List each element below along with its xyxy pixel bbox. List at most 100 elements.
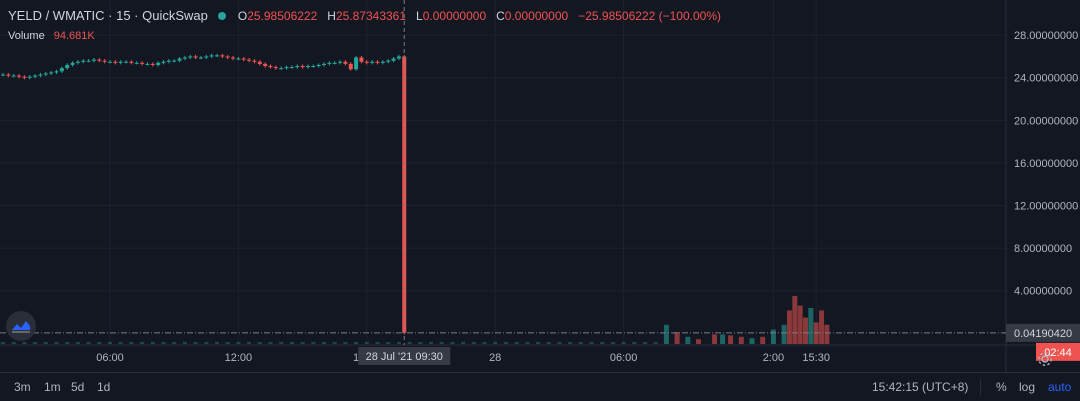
candle-body xyxy=(236,58,241,60)
candle-body xyxy=(327,62,332,64)
volume-bar xyxy=(204,342,209,344)
timeframe-5d-button[interactable]: 5d xyxy=(71,380,85,394)
settings-gear-icon[interactable] xyxy=(1036,350,1054,368)
volume-bar xyxy=(760,336,766,344)
volume-bar xyxy=(215,342,219,344)
time-tick-label: 15:30 xyxy=(802,352,830,364)
volume-bar xyxy=(182,342,187,344)
candle-body xyxy=(97,59,102,61)
volume-bar xyxy=(493,342,498,344)
volume-bar xyxy=(461,342,466,344)
timeframe-3m-button[interactable]: 3m xyxy=(14,380,31,394)
volume-bar xyxy=(140,342,145,344)
candle-body xyxy=(289,67,294,69)
price-tick-label: 8.00000000 xyxy=(1014,243,1072,255)
candle-body xyxy=(140,62,145,64)
candle-body xyxy=(17,75,22,77)
volume-bar xyxy=(364,342,369,344)
candle-body xyxy=(150,63,155,65)
price-tick-label: 4.00000000 xyxy=(1014,286,1072,298)
price-tick-label: 28.00000000 xyxy=(1014,30,1078,42)
volume-bar xyxy=(728,335,734,344)
volume-bar xyxy=(482,342,487,344)
current-price-tag xyxy=(1006,323,1080,342)
candle-body xyxy=(284,67,289,69)
candle-body xyxy=(54,71,59,73)
volume-bar xyxy=(525,342,530,344)
volume-bar xyxy=(568,342,573,344)
candle-body xyxy=(380,61,385,63)
volume-bar xyxy=(610,342,615,344)
volume-bar xyxy=(712,334,718,344)
candle-body xyxy=(6,74,11,76)
timeframe-1m-button[interactable]: 1m xyxy=(44,380,61,394)
volume-bar xyxy=(536,342,540,344)
volume-bar xyxy=(54,342,59,344)
candle-body xyxy=(156,62,161,65)
log-scale-toggle[interactable]: log xyxy=(1019,380,1036,394)
close-value: 0.00000000 xyxy=(504,8,569,23)
volume-bar xyxy=(808,308,814,344)
volume-bar xyxy=(546,342,551,344)
timeframe-1d-button[interactable]: 1d xyxy=(97,380,111,394)
candle-body xyxy=(43,73,48,75)
high-value: 25.87343361 xyxy=(335,8,407,23)
open-label: O xyxy=(237,8,248,23)
volume-legend[interactable]: Volume 94.681K xyxy=(8,30,95,42)
candle-body xyxy=(124,61,129,63)
volume-bar xyxy=(332,342,337,344)
volume-bar xyxy=(720,334,726,344)
tradingview-logo-icon[interactable] xyxy=(6,311,36,341)
volume-bar xyxy=(75,342,80,344)
volume-bar xyxy=(749,338,755,344)
candle-body xyxy=(359,57,364,62)
volume-bar xyxy=(589,342,594,344)
volume-bar xyxy=(343,342,348,344)
close-label: C xyxy=(496,8,505,23)
volume-bars xyxy=(1,296,830,344)
price-tick-label: 20.00000000 xyxy=(1014,115,1078,127)
candle-body xyxy=(348,63,353,70)
candle-body xyxy=(209,55,214,57)
volume-bar xyxy=(503,342,508,344)
candle-body xyxy=(220,55,225,57)
candle-body xyxy=(370,61,375,63)
volume-bar xyxy=(86,342,91,344)
volume-bar xyxy=(1,342,5,344)
candle-body xyxy=(364,61,369,63)
price-tick-label: 24.00000000 xyxy=(1014,73,1078,85)
candle-body xyxy=(338,61,343,63)
candle-body xyxy=(247,59,252,61)
chart-grid xyxy=(0,0,1006,345)
candle-body xyxy=(22,76,27,78)
candle-body xyxy=(257,61,262,64)
time-tick-label: 12:00 xyxy=(225,352,253,364)
volume-bar xyxy=(663,324,669,344)
clock-readout[interactable]: 15:42:15 (UTC+8) xyxy=(872,380,969,394)
candle-body xyxy=(279,68,284,70)
volume-bar xyxy=(354,342,359,344)
candle-body xyxy=(108,61,112,63)
volume-bar xyxy=(685,336,691,344)
candle-body xyxy=(161,61,166,63)
candle-body xyxy=(118,61,123,63)
volume-bar xyxy=(600,342,605,344)
auto-scale-toggle[interactable]: auto xyxy=(1048,380,1072,394)
candle-body xyxy=(134,62,139,64)
candle-body xyxy=(166,60,171,62)
volume-bar xyxy=(268,342,273,344)
candle-body xyxy=(193,56,198,58)
price-tick-label: 16.00000000 xyxy=(1014,158,1078,170)
volume-bar xyxy=(797,305,803,344)
candle-body xyxy=(295,66,300,68)
volume-bar xyxy=(172,342,177,344)
volume-bar xyxy=(696,339,701,344)
volume-bar xyxy=(386,342,391,344)
volume-bar xyxy=(311,342,316,344)
volume-bar xyxy=(161,342,166,344)
volume-bar xyxy=(108,342,112,344)
percent-scale-toggle[interactable]: % xyxy=(996,380,1007,394)
volume-bar xyxy=(118,342,123,344)
